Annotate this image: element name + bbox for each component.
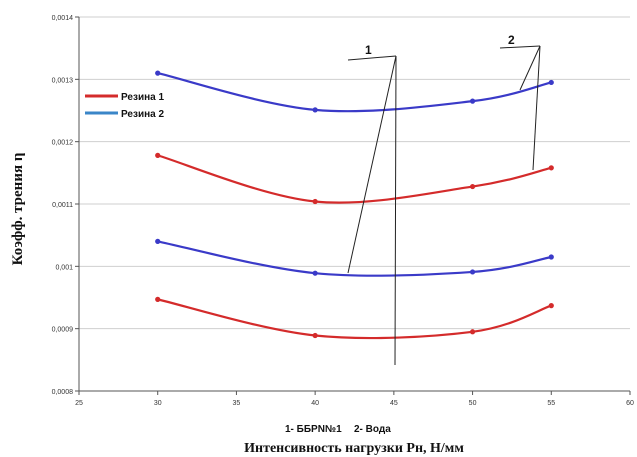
data-point [155,152,161,158]
legend-label-1: Резина 1 [121,92,164,103]
x-tick-label: 50 [469,400,477,407]
data-point [155,296,161,302]
note-text-1: 1- ББРN№1 [285,424,342,435]
x-tick-label: 60 [626,400,634,407]
data-point [312,198,318,205]
data-point [548,303,554,309]
annotation-2: 2 [508,33,515,47]
series-layer [155,70,554,340]
x-tick-labels: 25 30 35 40 45 50 55 60 [75,391,634,407]
data-point [548,79,554,86]
data-point [469,269,476,275]
data-point [312,270,318,276]
leader-line [519,45,541,91]
x-axis-label: Интенсивность нагрузки Рн, Н/мм [244,441,464,456]
data-point [312,332,318,339]
leader-line [499,45,541,49]
leader-line [394,55,397,366]
data-point [155,70,161,76]
grid-lines [79,16,630,330]
x-tick-label: 40 [311,400,319,407]
y-tick-label: 0,0009 [52,327,74,334]
x-tick-label: 25 [75,400,83,407]
y-tick-label: 0,0012 [52,140,74,147]
data-point [312,107,318,113]
data-point [548,254,554,260]
annotation-1: 1 [365,43,372,57]
leader-line [347,55,397,61]
x-tick-label: 35 [233,400,241,407]
y-tick-label: 0,0011 [52,202,73,209]
y-tick-label: 0,001 [55,264,73,271]
note-text-2: 2- Вода [354,424,391,435]
y-tick-label: 0,0014 [52,15,74,22]
x-tick-label: 30 [154,400,162,407]
data-point [548,165,554,171]
leader-line [347,55,397,274]
legend: Резина 1 Резина 2 [85,92,164,120]
data-point [155,238,161,244]
series-line-1 [157,72,552,113]
legend-label-2: Резина 2 [121,109,164,120]
y-tick-labels: 0,0008 0,0009 0,001 0,0011 0,0012 0,0013 0,001… [52,15,79,396]
x-tick-label: 55 [547,400,555,407]
data-point [469,329,476,335]
series-line-2 [157,154,552,204]
y-tick-label: 0,0008 [52,389,74,396]
annotation-leader-lines [347,45,541,366]
leader-line [532,45,541,171]
x-tick-label: 45 [390,400,398,407]
y-axis-label: Коэфф. трения η [10,153,26,266]
data-point [469,183,476,190]
series-line-4 [157,298,552,340]
series-line-3 [157,240,552,277]
data-point [469,98,476,104]
y-tick-label: 0,0013 [52,77,74,84]
